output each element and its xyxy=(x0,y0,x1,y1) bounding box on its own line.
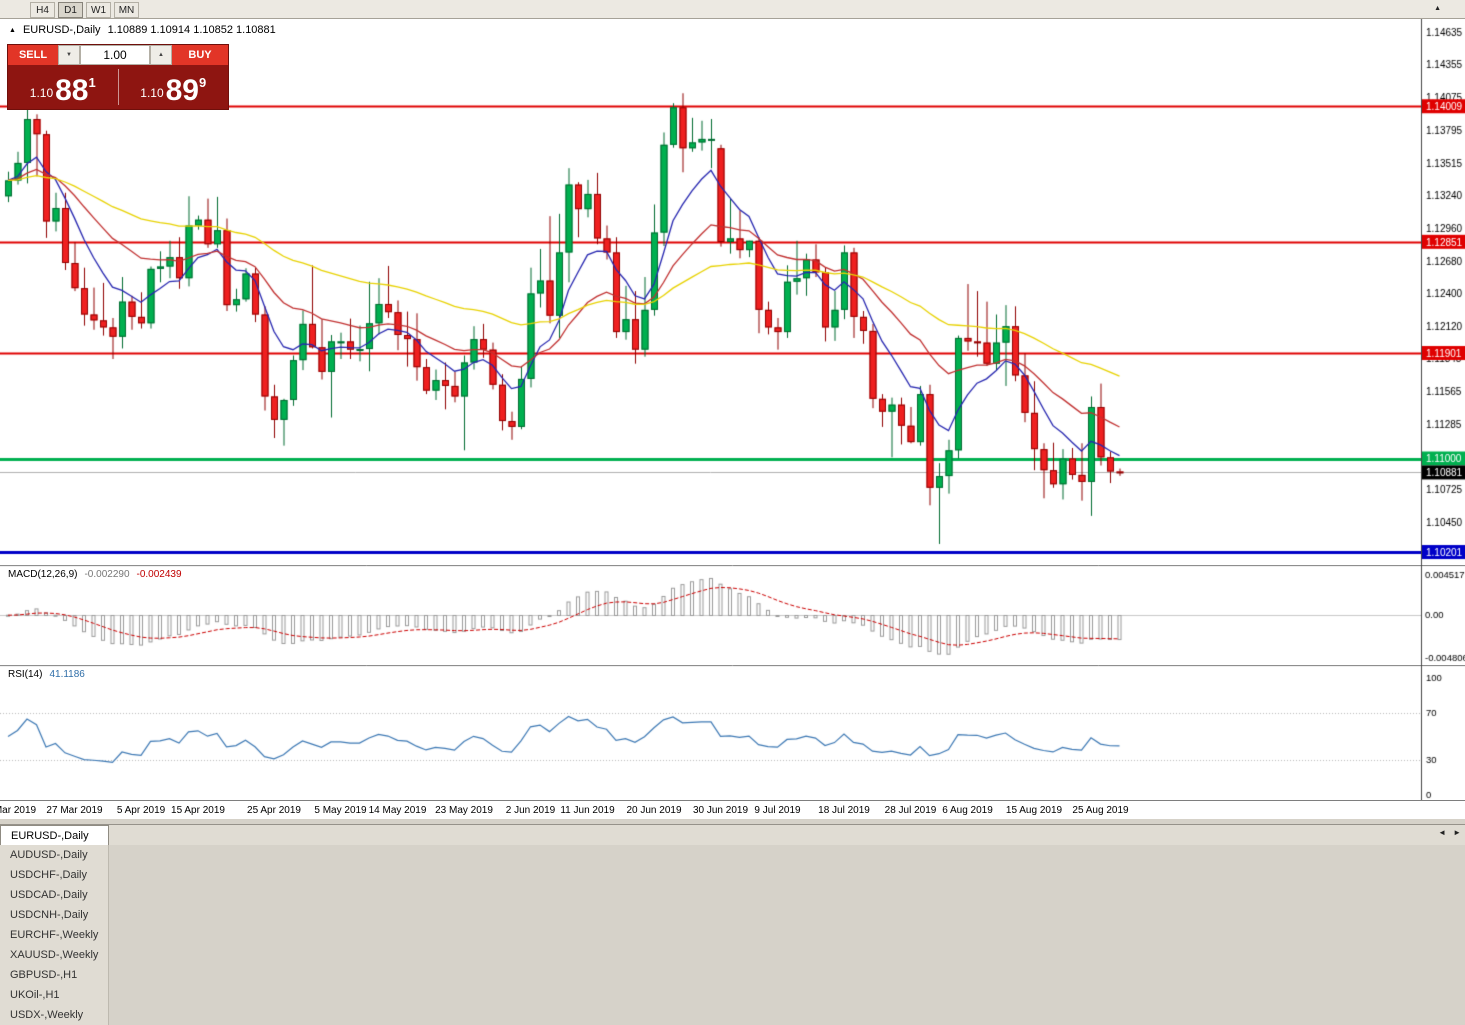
time-axis-label: 9 Jul 2019 xyxy=(754,805,801,816)
chart-tab-xauusd-weekly[interactable]: XAUUSD-,Weekly xyxy=(0,945,110,965)
chart-tab-usdcad-daily[interactable]: USDCAD-,Daily xyxy=(0,885,110,905)
timeframe-button-w1[interactable]: W1 xyxy=(86,2,111,19)
sell-price-pip-digit: 1 xyxy=(88,75,96,90)
chart-ohlc-quote: 1.10889 1.10914 1.10852 1.10881 xyxy=(107,24,276,36)
price-chart-canvas[interactable] xyxy=(0,19,1465,565)
macd-signal-value: -0.002439 xyxy=(136,569,182,580)
time-axis-label: 15 Apr 2019 xyxy=(171,805,225,816)
time-axis-label: 23 May 2019 xyxy=(435,805,493,816)
timeframe-toolbar: H4 D1 W1 MN ▲ xyxy=(0,0,1465,19)
time-axis-label: 18 Mar 2019 xyxy=(0,805,37,816)
volume-input[interactable] xyxy=(80,45,150,65)
buy-price-pip-digit: 9 xyxy=(199,75,207,90)
time-axis-label: 28 Jul 2019 xyxy=(884,805,937,816)
chart-tab-gbpusd-h1[interactable]: GBPUSD-,H1 xyxy=(0,965,110,985)
toolbar-overflow-icon[interactable]: ▲ xyxy=(1434,5,1441,12)
collapse-trading-panel-icon[interactable]: ▲ xyxy=(9,26,16,34)
time-axis-label: 30 Jun 2019 xyxy=(692,805,749,816)
sell-price-prefix: 1.10 xyxy=(29,86,54,100)
rsi-value: 41.1186 xyxy=(49,669,85,680)
buy-price-big-digits: 89 xyxy=(165,74,199,107)
time-axis[interactable]: 18 Mar 2019 27 Mar 2019 5 Apr 2019 15 Apr 2… xyxy=(0,800,1465,819)
timeframe-button-h4[interactable]: H4 xyxy=(30,2,55,19)
time-axis-label: 14 May 2019 xyxy=(368,805,427,816)
time-axis-label: 5 May 2019 xyxy=(314,805,367,816)
chart-tab-usdx-weekly[interactable]: USDX-,Weekly xyxy=(0,1005,110,1025)
chart-tab-bar: EURUSD-,Daily AUDUSD-,Daily USDCHF-,Daily U… xyxy=(0,824,1465,1025)
chart-tab-usdcnh-daily[interactable]: USDCNH-,Daily xyxy=(0,905,110,925)
macd-name: MACD(12,26,9) xyxy=(8,569,78,580)
time-axis-label: 25 Apr 2019 xyxy=(247,805,301,816)
time-axis-label: 5 Apr 2019 xyxy=(116,805,166,816)
chart-tab-usdchf-daily[interactable]: USDCHF-,Daily xyxy=(0,865,110,885)
macd-main-value: -0.002290 xyxy=(84,569,130,580)
time-axis-label: 11 Jun 2019 xyxy=(560,805,615,816)
chart-tab-ukoil-h1[interactable]: UKOil-,H1 xyxy=(0,985,110,1005)
time-axis-label: 18 Jul 2019 xyxy=(818,805,870,816)
time-axis-label: 20 Jun 2019 xyxy=(626,805,682,816)
chart-tab-eurusd-daily[interactable]: EURUSD-,Daily xyxy=(0,825,110,845)
rsi-indicator-label: RSI(14) 41.1186 xyxy=(8,669,85,680)
time-axis-label: 27 Mar 2019 xyxy=(46,805,103,816)
rsi-pane-canvas[interactable] xyxy=(0,665,1465,800)
macd-indicator-label: MACD(12,26,9) -0.002290 -0.002439 xyxy=(8,569,182,580)
trade-controls-row: SELL ▼ ▲ BUY xyxy=(8,45,228,65)
buy-button[interactable]: BUY xyxy=(172,45,228,65)
tab-scroll-left-icon[interactable]: ◄ xyxy=(1438,828,1447,837)
one-click-trading-panel: SELL ▼ ▲ BUY 1.10 88 1 1.10 89 9 xyxy=(7,44,229,110)
time-axis-label: 25 Aug 2019 xyxy=(1072,805,1129,816)
macd-pane-canvas[interactable] xyxy=(0,565,1465,665)
sell-button[interactable]: SELL xyxy=(8,45,58,65)
tab-scroll-controls: ◄ ► xyxy=(1438,828,1461,837)
sell-price[interactable]: 1.10 88 1 xyxy=(8,65,118,109)
timeframe-buttons: H4 D1 W1 MN xyxy=(30,0,142,19)
rsi-name: RSI(14) xyxy=(8,669,43,680)
tab-scroll-right-icon[interactable]: ► xyxy=(1453,828,1461,837)
chart-symbol-period: EURUSD-,Daily xyxy=(22,24,101,36)
volume-increase-button[interactable]: ▲ xyxy=(150,45,172,65)
time-axis-label: 2 Jun 2019 xyxy=(505,805,556,816)
sell-price-big-digits: 88 xyxy=(55,74,89,107)
time-axis-label: 6 Aug 2019 xyxy=(942,805,993,816)
buy-price[interactable]: 1.10 89 9 xyxy=(119,65,229,109)
chart-tab-eurchf-weekly[interactable]: EURCHF-,Weekly xyxy=(0,925,110,945)
timeframe-button-mn[interactable]: MN xyxy=(114,2,139,19)
timeframe-button-d1[interactable]: D1 xyxy=(58,2,83,19)
volume-decrease-button[interactable]: ▼ xyxy=(58,45,80,65)
price-divider xyxy=(117,69,119,105)
chart-tabs: EURUSD-,Daily AUDUSD-,Daily USDCHF-,Daily U… xyxy=(0,825,110,1025)
time-axis-label: 15 Aug 2019 xyxy=(1005,805,1063,816)
chart-title: ▲ EURUSD-,Daily 1.10889 1.10914 1.10852 … xyxy=(9,24,276,36)
buy-price-prefix: 1.10 xyxy=(140,86,164,100)
chart-tab-audusd-daily[interactable]: AUDUSD-,Daily xyxy=(0,845,110,865)
trade-prices-row: 1.10 88 1 1.10 89 9 xyxy=(8,65,228,109)
chart-window: 18 Mar 2019 27 Mar 2019 5 Apr 2019 15 Apr 2… xyxy=(0,19,1465,819)
